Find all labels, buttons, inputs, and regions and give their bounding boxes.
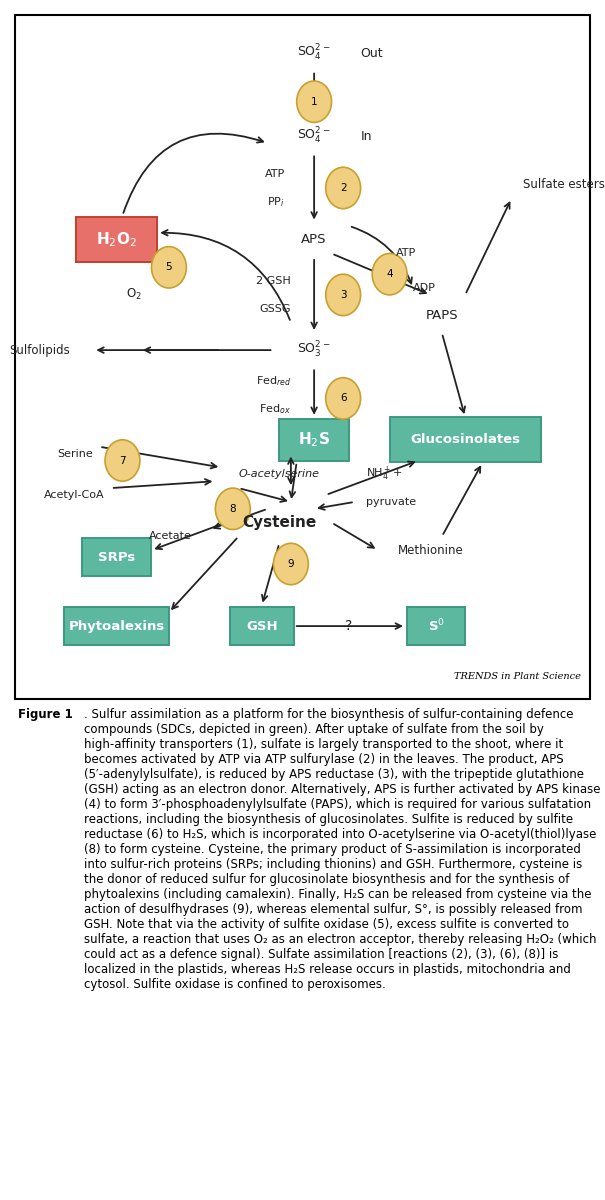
Text: 3: 3: [340, 290, 347, 300]
Text: . Sulfur assimilation as a platform for the biosynthesis of sulfur-containing de: . Sulfur assimilation as a platform for …: [83, 708, 600, 991]
Circle shape: [325, 167, 361, 209]
Text: O$_2$: O$_2$: [126, 287, 142, 302]
FancyBboxPatch shape: [64, 607, 169, 646]
Text: pyruvate: pyruvate: [367, 497, 416, 506]
FancyBboxPatch shape: [230, 607, 294, 646]
Text: Figure 1: Figure 1: [18, 708, 73, 721]
FancyBboxPatch shape: [390, 418, 541, 462]
Circle shape: [325, 378, 361, 419]
FancyBboxPatch shape: [407, 607, 465, 646]
Text: 1: 1: [311, 97, 318, 107]
Text: SO$_4^{2-}$: SO$_4^{2-}$: [297, 126, 331, 146]
Circle shape: [105, 439, 140, 481]
Text: 7: 7: [119, 456, 126, 466]
Text: TRENDS in Plant Science: TRENDS in Plant Science: [454, 672, 581, 682]
Text: 9: 9: [287, 559, 294, 569]
Text: H$_2$S: H$_2$S: [298, 431, 330, 449]
FancyBboxPatch shape: [82, 538, 151, 576]
FancyBboxPatch shape: [76, 217, 157, 262]
Text: In: In: [361, 130, 372, 143]
Text: NH$_4^+$+: NH$_4^+$+: [367, 466, 403, 484]
Text: 8: 8: [229, 504, 236, 514]
Text: PP$_i$: PP$_i$: [267, 194, 285, 209]
Text: PAPS: PAPS: [425, 310, 458, 322]
Text: SO$_3^{2-}$: SO$_3^{2-}$: [297, 340, 331, 360]
Text: SRPs: SRPs: [98, 551, 136, 564]
Text: Sulfolipids: Sulfolipids: [10, 343, 70, 356]
Text: ATP: ATP: [265, 169, 285, 179]
Text: S$^0$: S$^0$: [428, 618, 445, 635]
Text: APS: APS: [301, 233, 327, 246]
Text: GSSG: GSSG: [260, 304, 291, 313]
Text: GSH: GSH: [246, 619, 278, 632]
Text: 2: 2: [340, 182, 347, 193]
Text: SO$_4^{2-}$: SO$_4^{2-}$: [297, 43, 331, 64]
Text: 2 GSH: 2 GSH: [256, 276, 291, 286]
Text: Sulfate esters: Sulfate esters: [523, 178, 605, 191]
Text: Serine: Serine: [57, 449, 93, 458]
Text: ?: ?: [345, 619, 353, 634]
Text: Acetyl-CoA: Acetyl-CoA: [44, 490, 105, 500]
Text: H$_2$O$_2$: H$_2$O$_2$: [96, 230, 137, 250]
Text: 5: 5: [166, 263, 172, 272]
Text: 4: 4: [387, 269, 393, 280]
Circle shape: [325, 274, 361, 316]
Text: 6: 6: [340, 394, 347, 403]
Text: Acetate: Acetate: [149, 532, 192, 541]
Text: Out: Out: [361, 47, 383, 60]
Circle shape: [372, 253, 407, 295]
Text: Cysteine: Cysteine: [242, 515, 316, 530]
Text: Methionine: Methionine: [397, 544, 463, 557]
Text: O-acetylserine: O-acetylserine: [238, 469, 319, 479]
Text: Glucosinolates: Glucosinolates: [410, 433, 520, 446]
Text: Fed$_{red}$: Fed$_{red}$: [255, 374, 291, 388]
FancyBboxPatch shape: [15, 16, 590, 698]
Circle shape: [296, 80, 332, 122]
FancyBboxPatch shape: [280, 419, 349, 461]
Text: Phytoalexins: Phytoalexins: [68, 619, 165, 632]
Circle shape: [151, 246, 186, 288]
Circle shape: [273, 544, 309, 584]
Circle shape: [215, 488, 250, 529]
Text: ADP: ADP: [413, 283, 436, 293]
Text: ATP: ATP: [396, 248, 416, 258]
Text: Fed$_{ox}$: Fed$_{ox}$: [259, 402, 291, 415]
